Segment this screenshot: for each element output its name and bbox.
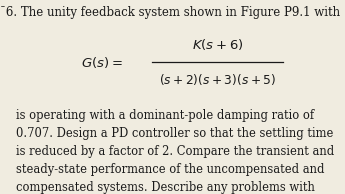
- Text: $(\mathit{s}+2)(\mathit{s}+3)(\mathit{s}+5)$: $(\mathit{s}+2)(\mathit{s}+3)(\mathit{s}…: [159, 72, 276, 87]
- Text: is operating with a dominant-pole damping ratio of
0.707. Design a PD controller: is operating with a dominant-pole dampin…: [16, 109, 334, 194]
- Text: ¯6. The unity feedback system shown in Figure P9.1 with: ¯6. The unity feedback system shown in F…: [0, 6, 340, 19]
- Text: $\mathbf{\mathit{K}}(\mathit{s}+6)$: $\mathbf{\mathit{K}}(\mathit{s}+6)$: [191, 37, 243, 52]
- Text: $\mathit{G}(\mathit{s}) =$: $\mathit{G}(\mathit{s}) =$: [81, 55, 123, 70]
